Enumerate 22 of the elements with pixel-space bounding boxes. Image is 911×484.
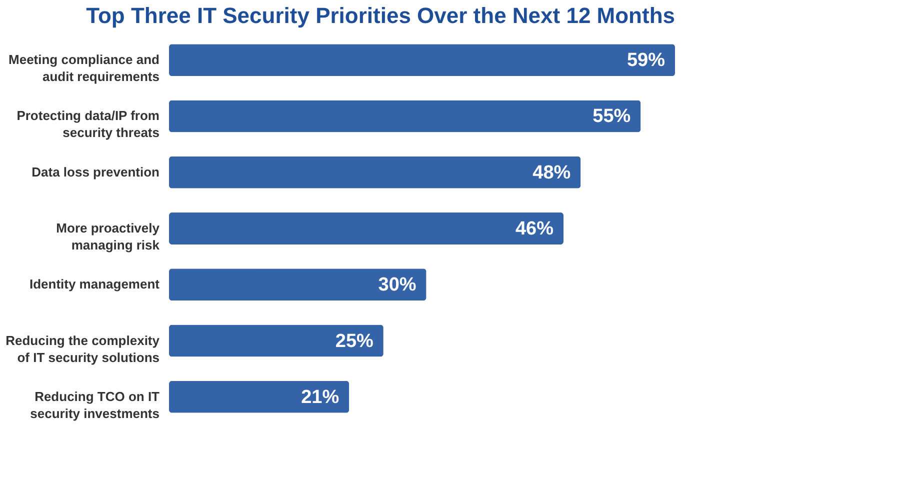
y-tick-label: Identity management [29,276,160,292]
bar [169,212,564,244]
bar [169,156,581,188]
data-label: 46% [515,218,554,240]
data-label: 48% [532,162,571,184]
bar [169,324,384,357]
data-label: 59% [626,50,666,72]
bar [169,100,641,132]
data-label: 25% [335,330,374,352]
data-label: 30% [378,274,416,296]
y-tick-label: Reducing the complexity of IT security solutions [6,332,160,365]
y-tick-label: Meeting compliance and audit requirements [8,52,160,84]
y-tick-label: Data loss prevention [32,164,160,180]
y-tick-label: Reducing TCO on IT security investments [30,388,160,421]
bar [169,44,675,76]
y-tick-label: More proactively managing risk [56,220,160,252]
data-label: 55% [592,106,631,128]
chart-title: Top Three IT Security Priorities Over the Next 12 Months [86,3,675,28]
bar [169,268,426,301]
data-label: 21% [301,386,340,408]
y-tick-label: Protecting data/IP from security threats [16,108,160,140]
bar [169,380,350,413]
